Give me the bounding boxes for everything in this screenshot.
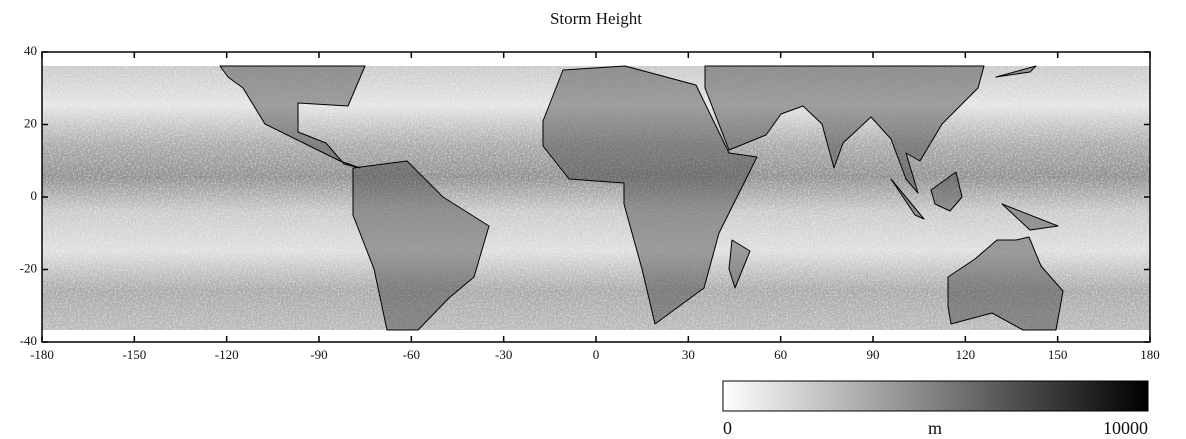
y-tick-label: -20 [20,260,37,275]
x-tick-label: -120 [215,347,239,362]
x-tick-label: -60 [403,347,420,362]
x-tick-label: -180 [30,347,54,362]
y-tick-label: 40 [24,43,37,58]
x-tick-label: -90 [310,347,327,362]
colorbar-tick-label: 0 [723,418,732,438]
y-tick-label: 20 [24,115,37,130]
y-tick-label: -40 [20,333,37,348]
x-tick-label: -30 [495,347,512,362]
x-tick-label: 60 [774,347,787,362]
map-title: Storm Height [550,9,642,28]
x-tick-label: 150 [1048,347,1068,362]
colorbar [723,381,1148,411]
x-tick-label: 0 [593,347,600,362]
x-tick-label: 120 [956,347,976,362]
x-tick-label: 30 [682,347,695,362]
x-tick-label: 180 [1140,347,1160,362]
map-area [42,52,1150,342]
colorbar-unit: m [928,418,942,438]
colorbar-tick-label: 10000 [1103,418,1148,438]
x-tick-label: 90 [867,347,880,362]
y-tick-label: 0 [31,188,38,203]
map-figure: Storm Height m -180 -150 -120 -90 -60 -30 0 30 6… [0,0,1186,439]
x-tick-label: -150 [122,347,146,362]
